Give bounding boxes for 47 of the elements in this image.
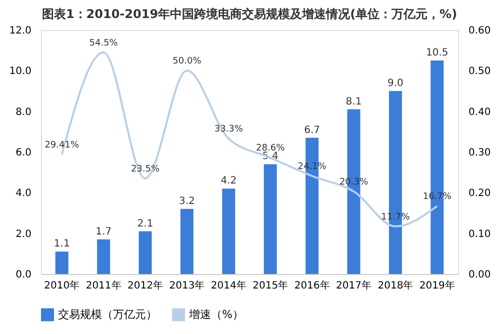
y2-tick-label: 0.60	[468, 26, 491, 36]
y-tick-label: 2.0	[16, 228, 32, 240]
x-tick-label: 2013年	[169, 280, 205, 292]
bar	[264, 164, 277, 274]
x-tick-label: 2017年	[336, 280, 372, 292]
y-tick-label: 4.0	[16, 188, 32, 200]
bar	[180, 208, 194, 274]
x-tick-label: 2019年	[419, 280, 455, 292]
y-tick-label: 6.0	[16, 148, 32, 158]
data-label: 10.5	[426, 48, 448, 58]
y2-tick-label: 0.20	[468, 188, 491, 200]
legend-label: 增速（%）	[188, 308, 244, 321]
data-label: 8.1	[346, 96, 362, 108]
data-label: 6.7	[304, 124, 320, 136]
y-tick-label: 10.0	[9, 66, 32, 78]
x-tick-label: 2011年	[86, 280, 122, 292]
y2-tick-label: 0.50	[468, 66, 491, 78]
y-tick-label: 0.0	[16, 270, 32, 280]
x-tick-label: 2012年	[128, 280, 163, 292]
data-label: 3.2	[178, 196, 195, 207]
data-label: 29.41%	[44, 140, 80, 150]
y2-tick-label: 0.40	[468, 106, 491, 118]
chart-title: 图表1：2010-2019年中国跨境电商交易规模及增速情况(单位：万亿元，%)	[42, 7, 458, 21]
bar	[222, 188, 236, 274]
data-label: 4.2	[220, 176, 237, 187]
bar	[55, 252, 68, 274]
y2-tick-label: 0.00	[468, 270, 491, 280]
data-label: 54.5%	[89, 38, 118, 48]
data-label: 2.1	[137, 218, 154, 230]
x-tick-label: 2015年	[252, 280, 288, 292]
data-label: 1.7	[96, 226, 112, 238]
y2-tick-label: 0.30	[468, 148, 491, 158]
x-tick-label: 2018年	[378, 280, 414, 292]
data-label: 33.3%	[214, 124, 244, 135]
y-tick-label: 12.0	[9, 26, 32, 36]
legend-label: 交易规模（万亿元）	[58, 308, 157, 321]
data-label: 1.1	[54, 238, 70, 250]
x-tick-label: 2014年	[210, 280, 246, 292]
data-label: 23.5%	[130, 164, 160, 174]
bar	[138, 231, 152, 274]
y2-tick-label: 0.10	[468, 228, 491, 240]
x-tick-label: 2016年	[294, 280, 330, 292]
x-tick-label: 2010年	[44, 280, 80, 292]
bar	[97, 239, 110, 274]
data-label: 50.0%	[172, 56, 202, 67]
y-tick-label: 8.0	[16, 106, 32, 118]
data-label: 9.0	[387, 78, 404, 89]
